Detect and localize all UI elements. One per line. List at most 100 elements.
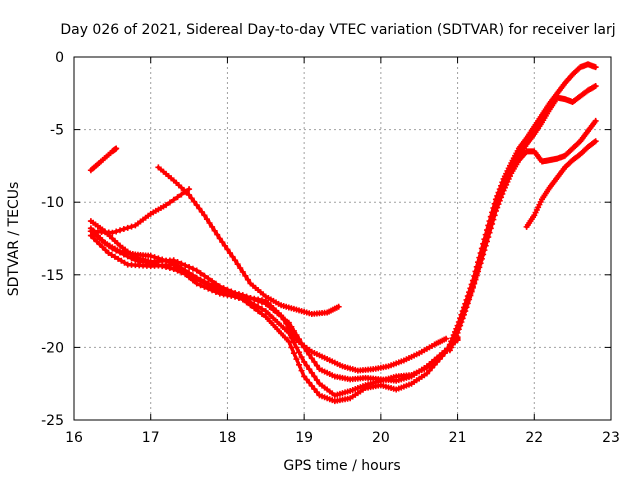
data-point-marker (293, 344, 300, 351)
data-point-marker (313, 362, 320, 369)
data-point-marker (306, 366, 313, 373)
data-point-marker (186, 186, 193, 193)
y-tick-label: -25 (41, 413, 64, 429)
data-point-marker (113, 247, 120, 254)
data-point-marker (147, 260, 154, 267)
data-point-marker (462, 308, 469, 315)
data-point-marker (239, 268, 246, 275)
data-point-marker (290, 327, 297, 334)
data-point-marker (486, 229, 493, 236)
series-line (448, 84, 598, 350)
data-point-marker (306, 379, 313, 386)
data-point-marker (205, 281, 212, 288)
data-point-marker (270, 322, 277, 329)
data-point-marker (232, 257, 239, 264)
data-point-marker (288, 323, 295, 330)
data-point-marker (98, 236, 105, 243)
data-point-marker (91, 231, 98, 238)
data-point-marker (303, 376, 310, 383)
data-point-marker (266, 303, 273, 310)
data-point-marker (303, 348, 310, 355)
data-point-marker (87, 228, 94, 235)
data-point-marker (335, 303, 342, 310)
data-point-marker (102, 239, 109, 246)
data-point-marker (298, 367, 305, 374)
data-point-marker (182, 271, 189, 278)
data-point-marker (281, 316, 288, 323)
data-point-marker (487, 225, 494, 232)
data-point-marker (443, 335, 450, 342)
data-point-marker (485, 234, 492, 241)
data-point-marker (178, 269, 185, 276)
data-point-marker (186, 264, 193, 271)
data-point-marker (296, 336, 303, 343)
data-point-marker (311, 358, 318, 365)
data-point-marker (163, 202, 170, 209)
data-point-marker (285, 329, 292, 336)
data-point-marker (166, 265, 173, 272)
series-line (89, 226, 460, 383)
data-point-marker (489, 220, 496, 227)
data-point-marker (467, 292, 474, 299)
data-point-marker (226, 250, 233, 257)
data-point-marker (128, 223, 135, 230)
data-point-marker (274, 310, 281, 317)
data-point-marker (472, 276, 479, 283)
series-line (448, 62, 598, 347)
data-point-marker (191, 198, 198, 205)
data-point-marker (228, 292, 235, 299)
data-point-marker (105, 250, 112, 257)
data-point-marker (293, 332, 300, 339)
y-tick-label: -15 (41, 268, 64, 284)
data-point-marker (219, 239, 226, 246)
data-point-marker (491, 212, 498, 219)
data-point-marker (496, 197, 503, 204)
x-tick-label: 23 (602, 430, 620, 446)
data-point-marker (237, 265, 244, 272)
data-point-marker (311, 373, 318, 380)
data-point-marker (468, 288, 475, 295)
y-tick-label: 0 (55, 50, 64, 66)
x-tick-label: 22 (525, 430, 543, 446)
chart-title: Day 026 of 2021, Sidereal Day-to-day VTE… (60, 22, 615, 38)
data-point-marker (255, 297, 262, 304)
data-point-marker (197, 278, 204, 285)
data-point-marker (455, 326, 462, 333)
grid (74, 57, 611, 420)
data-point-marker (290, 350, 297, 357)
data-point-marker (469, 284, 476, 291)
series-track-a (87, 145, 120, 174)
y-tick-label: -20 (41, 340, 64, 356)
data-point-marker (466, 296, 473, 303)
x-tick-label: 18 (219, 430, 237, 446)
data-point-marker (182, 262, 189, 269)
x-tick-label: 19 (295, 430, 313, 446)
data-point-marker (311, 386, 318, 393)
data-point-marker (113, 228, 120, 235)
data-point-marker (296, 349, 303, 356)
data-point-marker (198, 208, 205, 215)
data-point-marker (298, 354, 305, 361)
x-tick-label: 17 (142, 430, 160, 446)
data-point-marker (93, 238, 100, 245)
data-point-marker (288, 344, 295, 351)
data-point-marker (308, 369, 315, 376)
tick-labels: 16 17 18 19 20 21 22 23 0 -5 -10 -15 -20 -25 (41, 50, 620, 446)
data-point-marker (490, 216, 497, 223)
data-point-marker (96, 241, 103, 248)
data-point-marker (220, 289, 227, 296)
data-point-marker (212, 285, 219, 292)
data-point-marker (234, 261, 241, 268)
data-point-marker (232, 293, 239, 300)
series-track-i (446, 83, 599, 351)
x-tick-label: 16 (65, 430, 83, 446)
data-point-marker (270, 307, 277, 314)
data-point-marker (247, 302, 254, 309)
data-point-marker (203, 216, 210, 223)
data-point-marker (201, 212, 208, 219)
data-point-marker (243, 299, 250, 306)
data-point-marker (258, 311, 265, 318)
data-point-marker (281, 326, 288, 333)
data-point-marker (296, 361, 303, 368)
